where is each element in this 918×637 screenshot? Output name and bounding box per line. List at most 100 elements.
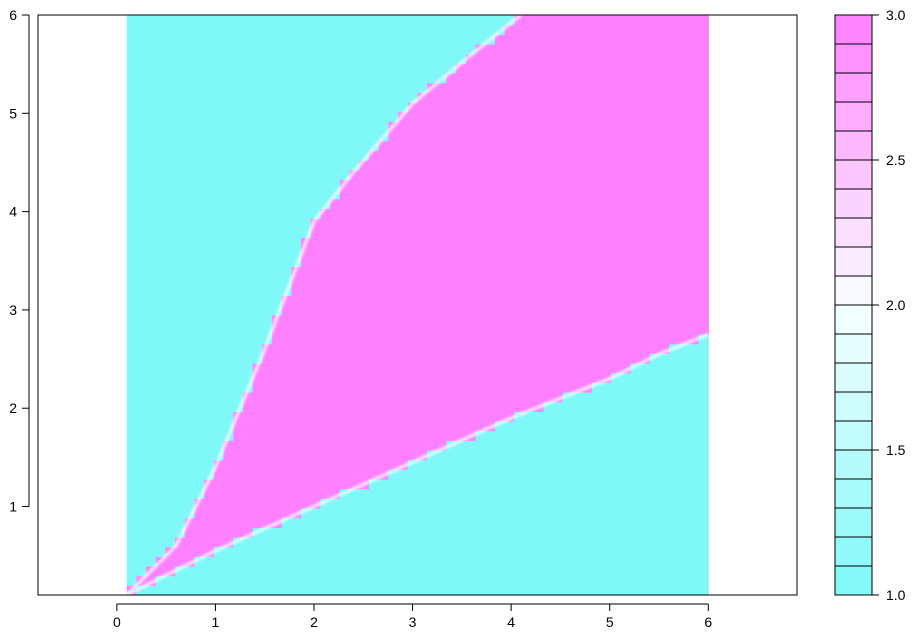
heatmap-cell [621, 392, 632, 403]
heatmap-cell [349, 556, 360, 567]
heatmap-cell [204, 372, 215, 383]
heatmap-cell [669, 585, 680, 596]
heatmap-cell [175, 295, 186, 306]
heatmap-cell [417, 537, 428, 548]
heatmap-cell [252, 198, 264, 209]
heatmap-cell [291, 372, 302, 383]
heatmap-cell [213, 34, 225, 45]
heatmap-cell [698, 295, 709, 306]
heatmap-cell [543, 421, 554, 432]
heatmap-cell [369, 266, 380, 277]
heatmap-cell [194, 189, 205, 200]
heatmap-cell [543, 92, 554, 103]
heatmap-cell [252, 440, 264, 451]
heatmap-cell [427, 92, 438, 103]
heatmap-cell [611, 53, 622, 64]
heatmap-cell [301, 411, 312, 422]
heatmap-cell [591, 508, 603, 519]
heatmap-cell [407, 15, 419, 26]
heatmap-cell [165, 295, 176, 306]
heatmap-cell [436, 285, 448, 296]
heatmap-cell [659, 343, 671, 354]
heatmap-cell [233, 517, 244, 528]
heatmap-cell [456, 140, 467, 151]
heatmap-cell [621, 421, 632, 432]
heatmap-cell [514, 15, 525, 26]
heatmap-cell [126, 382, 137, 393]
heatmap-cell [553, 63, 564, 74]
heatmap-cell [495, 314, 506, 325]
heatmap-cell [582, 537, 593, 548]
heatmap-cell [184, 546, 196, 557]
heatmap-cell [640, 324, 651, 335]
heatmap-cell [213, 227, 225, 238]
heatmap-cell [281, 305, 293, 316]
heatmap-cell [679, 527, 690, 538]
heatmap-cell [252, 382, 264, 393]
heatmap-cell [591, 111, 603, 122]
heatmap-cell [320, 266, 331, 277]
heatmap-cell [582, 237, 593, 248]
heatmap-cell [543, 382, 554, 393]
heatmap-cell [679, 169, 690, 180]
heatmap-cell [194, 131, 205, 142]
heatmap-cell [262, 566, 273, 577]
heatmap-cell [650, 372, 661, 383]
heatmap-cell [688, 527, 700, 538]
heatmap-cell [650, 179, 661, 190]
heatmap-cell [310, 102, 322, 113]
heatmap-cell [572, 295, 583, 306]
heatmap-cell [310, 189, 322, 200]
heatmap-cell [369, 334, 380, 345]
heatmap-cell [272, 92, 283, 103]
heatmap-cell [301, 334, 312, 345]
heatmap-cell [369, 63, 380, 74]
heatmap-cell [630, 73, 642, 84]
heatmap-cell [514, 566, 525, 577]
heatmap-cell [301, 440, 312, 451]
heatmap-cell [436, 556, 448, 567]
heatmap-cell [572, 459, 583, 470]
heatmap-cell [601, 372, 612, 383]
heatmap-cell [582, 82, 593, 93]
heatmap-cell [611, 295, 622, 306]
heatmap-cell [359, 218, 370, 229]
heatmap-cell [291, 295, 302, 306]
heatmap-cell [514, 334, 525, 345]
heatmap-cell [359, 15, 370, 26]
heatmap-cell [446, 527, 457, 538]
heatmap-cell [475, 363, 486, 374]
heatmap-cell [572, 479, 583, 490]
heatmap-cell [562, 459, 574, 470]
heatmap-cell [640, 566, 651, 577]
heatmap-cell [688, 566, 700, 577]
heatmap-cell [330, 63, 341, 74]
heatmap-cell [446, 24, 457, 35]
heatmap-cell [698, 121, 709, 132]
heatmap-cell [398, 24, 409, 35]
heatmap-cell [243, 169, 254, 180]
heatmap-cell [233, 179, 244, 190]
heatmap-cell [272, 218, 283, 229]
heatmap-cell [194, 421, 205, 432]
heatmap-cell [146, 82, 157, 93]
heatmap-cell [204, 247, 215, 258]
heatmap-cell [524, 44, 535, 55]
heatmap-cell [669, 102, 680, 113]
heatmap-cell [165, 256, 176, 267]
heatmap-cell [543, 121, 554, 132]
heatmap-cell [155, 411, 167, 422]
heatmap-cell [495, 401, 506, 412]
heatmap-cell [262, 44, 273, 55]
heatmap-cell [650, 150, 661, 161]
heatmap-cell [310, 508, 322, 519]
heatmap-cell [126, 372, 137, 383]
heatmap-cell [184, 198, 196, 209]
heatmap-cell [417, 430, 428, 441]
heatmap-cell [378, 276, 390, 287]
heatmap-cell [572, 314, 583, 325]
heatmap-cell [320, 517, 331, 528]
heatmap-cell [291, 198, 302, 209]
heatmap-cell [465, 421, 477, 432]
heatmap-cell [252, 34, 264, 45]
